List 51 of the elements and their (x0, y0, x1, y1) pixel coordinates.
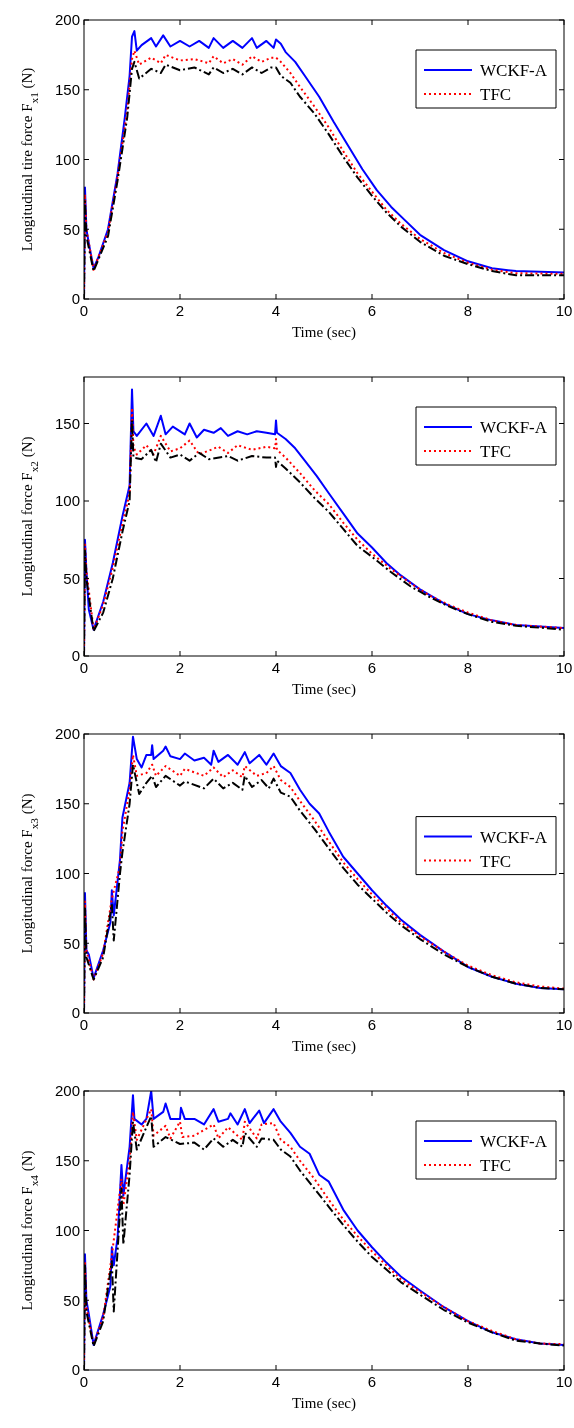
y-tick-label: 50 (63, 220, 80, 238)
legend-label: TFC (480, 1155, 512, 1175)
x-tick-label: 6 (367, 1016, 377, 1033)
x-axis-title: Time (sec) (291, 1395, 357, 1412)
x-tick-label: 4 (271, 1016, 281, 1033)
y-tick-label: 100 (54, 864, 80, 882)
y-tick-label: 50 (63, 569, 80, 587)
x-tick-label: 8 (463, 659, 473, 676)
y-tick-label: 50 (63, 1291, 80, 1309)
y-tick-label: 150 (54, 795, 80, 812)
x-tick-label: 6 (367, 1373, 377, 1390)
legend-label: TFC (480, 851, 512, 871)
legend-label: WCKF-A (480, 60, 548, 80)
x-tick-label: 10 (555, 1016, 573, 1033)
x-tick-label: 10 (555, 302, 573, 319)
x-tick-label: 2 (175, 1373, 185, 1390)
x-axis-title: Time (sec) (291, 1038, 357, 1055)
y-tick-label: 100 (54, 1221, 80, 1239)
x-tick-label: 2 (175, 1016, 185, 1033)
x-tick-label: 8 (463, 1016, 473, 1033)
y-tick-label: 150 (54, 81, 80, 98)
y-tick-label: 100 (54, 150, 80, 168)
y-tick-label: 150 (54, 1152, 80, 1169)
x-tick-label: 10 (555, 659, 573, 676)
legend-label: WCKF-A (480, 417, 548, 437)
y-tick-label: 0 (71, 1004, 80, 1022)
x-tick-label: 8 (463, 302, 473, 319)
y-tick-label: 0 (71, 290, 80, 308)
x-tick-label: 2 (175, 302, 185, 319)
x-tick-label: 6 (367, 302, 377, 319)
x-tick-label: 10 (555, 1373, 573, 1390)
y-tick-label: 200 (54, 725, 80, 743)
x-axis-title: Time (sec) (291, 324, 357, 341)
x-tick-label: 6 (367, 659, 377, 676)
legend-label: WCKF-A (480, 1131, 548, 1151)
y-tick-label: 50 (63, 934, 80, 952)
x-tick-label: 8 (463, 1373, 473, 1390)
legend-label: TFC (480, 441, 512, 461)
x-tick-label: 2 (175, 659, 185, 676)
y-tick-label: 200 (54, 11, 80, 29)
legend-label: WCKF-A (480, 827, 548, 847)
x-tick-label: 4 (271, 659, 281, 676)
y-tick-label: 100 (54, 492, 80, 510)
y-tick-label: 200 (54, 1082, 80, 1100)
y-tick-label: 0 (71, 1361, 80, 1379)
x-tick-label: 4 (271, 1373, 281, 1390)
x-axis-title: Time (sec) (291, 681, 357, 698)
x-tick-label: 4 (271, 302, 281, 319)
y-tick-label: 0 (71, 647, 80, 665)
legend-label: TFC (480, 84, 512, 104)
y-tick-label: 150 (54, 414, 80, 432)
